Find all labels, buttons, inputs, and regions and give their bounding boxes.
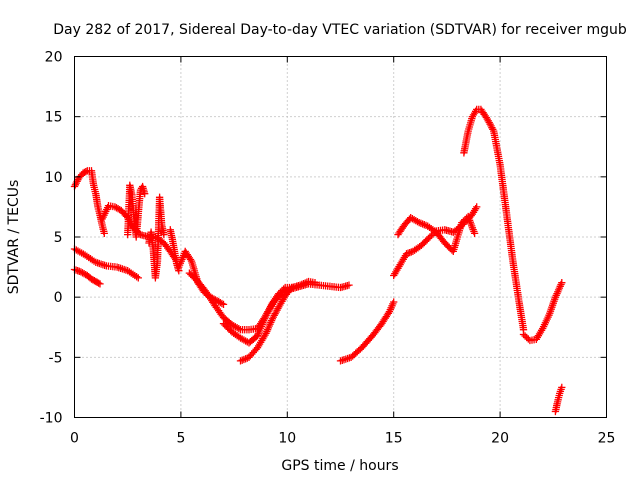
axis-ticks: 0 5 10 15 20 25 -10 -5 0 5 10 15 20 — [40, 50, 616, 447]
series-arc-8 — [175, 247, 228, 309]
data-point — [287, 283, 296, 292]
data-point — [470, 229, 479, 238]
series-arc-2 — [70, 245, 142, 282]
data-point — [421, 237, 430, 245]
grid — [74, 56, 607, 418]
series-arc-17 — [551, 383, 566, 416]
series-arc-1 — [70, 265, 104, 288]
y-tick-label: 20 — [45, 50, 63, 66]
data-point — [443, 242, 452, 250]
data-point — [141, 190, 149, 198]
y-tick-label: 10 — [45, 170, 63, 186]
chart-title: Day 282 of 2017, Sidereal Day-to-day VTE… — [53, 22, 627, 38]
data-point — [311, 279, 319, 287]
series-arc-11 — [236, 283, 296, 365]
data-point — [420, 238, 428, 247]
series-arc-14 — [394, 212, 479, 256]
series-arc-16 — [519, 279, 566, 345]
series-arc-6 — [145, 193, 168, 282]
y-tick-label: 0 — [54, 290, 63, 306]
data-point — [345, 281, 353, 289]
x-tick-label: 5 — [176, 431, 185, 447]
y-tick-label: -5 — [49, 350, 63, 366]
series-arc-15 — [460, 105, 528, 334]
y-tick-label: 15 — [45, 110, 63, 126]
y-tick-label: -10 — [40, 411, 63, 427]
x-tick-label: 10 — [278, 431, 296, 447]
y-axis-label: SDTVAR / TECUs — [6, 180, 22, 295]
x-tick-label: 0 — [70, 431, 79, 447]
x-tick-label: 20 — [491, 431, 509, 447]
data-point — [558, 383, 566, 392]
data-point — [100, 229, 108, 238]
data-point — [473, 203, 481, 211]
data-point — [96, 280, 104, 288]
x-tick-label: 25 — [598, 431, 616, 447]
data-point — [558, 279, 566, 287]
series-arc-10 — [219, 277, 319, 347]
data-point — [160, 230, 168, 239]
x-axis-label: GPS time / hours — [281, 458, 398, 474]
data-point — [134, 274, 142, 282]
data-point — [390, 298, 398, 306]
series-arc-3 — [70, 167, 108, 238]
x-tick-label: 15 — [385, 431, 403, 447]
data-point — [219, 300, 228, 309]
y-tick-label: 5 — [54, 230, 63, 246]
series-arc-5 — [124, 181, 149, 241]
data-marks — [70, 105, 566, 416]
series-arc-12 — [336, 298, 398, 365]
